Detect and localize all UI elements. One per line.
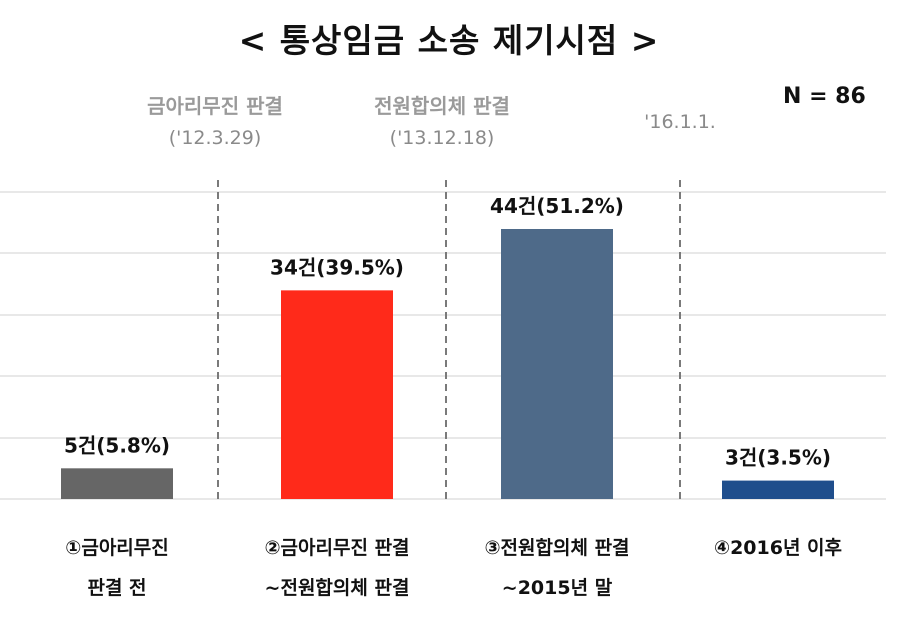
bar-value-label: 44건(51.2%) xyxy=(490,194,624,218)
bar xyxy=(281,290,393,499)
event-annotation-plenary: 전원합의체 판결 ('13.12.18) xyxy=(342,90,542,154)
bar-value-label: 5건(5.8%) xyxy=(64,433,170,457)
category-label-line: ④2016년 이후 xyxy=(713,537,843,559)
event-name: 금아리무진 판결 xyxy=(147,94,283,118)
bar-value-label: 34건(39.5%) xyxy=(270,255,404,279)
category-label-line: ~2015년 말 xyxy=(501,577,613,599)
bar xyxy=(722,480,834,499)
category-label-line: ③전원합의체 판결 xyxy=(484,537,630,559)
event-date: ('12.3.29) xyxy=(168,127,262,149)
event-date: '16.1.1. xyxy=(644,111,716,133)
category-label-line: ~전원합의체 판결 xyxy=(264,577,410,599)
bar-value-label: 3건(3.5%) xyxy=(725,446,831,470)
category-label: ④2016년 이후 xyxy=(668,528,888,568)
bar xyxy=(501,229,613,499)
category-label-line: 판결 전 xyxy=(87,577,147,599)
category-label: ③전원합의체 판결 ~2015년 말 xyxy=(447,528,667,608)
event-annotation-2016: '16.1.1. xyxy=(610,106,750,138)
event-annotation-geumali: 금아리무진 판결 ('12.3.29) xyxy=(115,90,315,154)
event-date: ('13.12.18) xyxy=(389,127,495,149)
sample-size-label: N = 86 xyxy=(783,84,866,109)
event-name: 전원합의체 판결 xyxy=(374,94,510,118)
chart-title: < 통상임금 소송 제기시점 > xyxy=(238,21,660,60)
category-label-line: ②금아리무진 판결 xyxy=(264,537,410,559)
category-label-line: ①금아리무진 xyxy=(65,537,169,559)
category-label: ②금아리무진 판결 ~전원합의체 판결 xyxy=(227,528,447,608)
bar xyxy=(61,468,173,499)
